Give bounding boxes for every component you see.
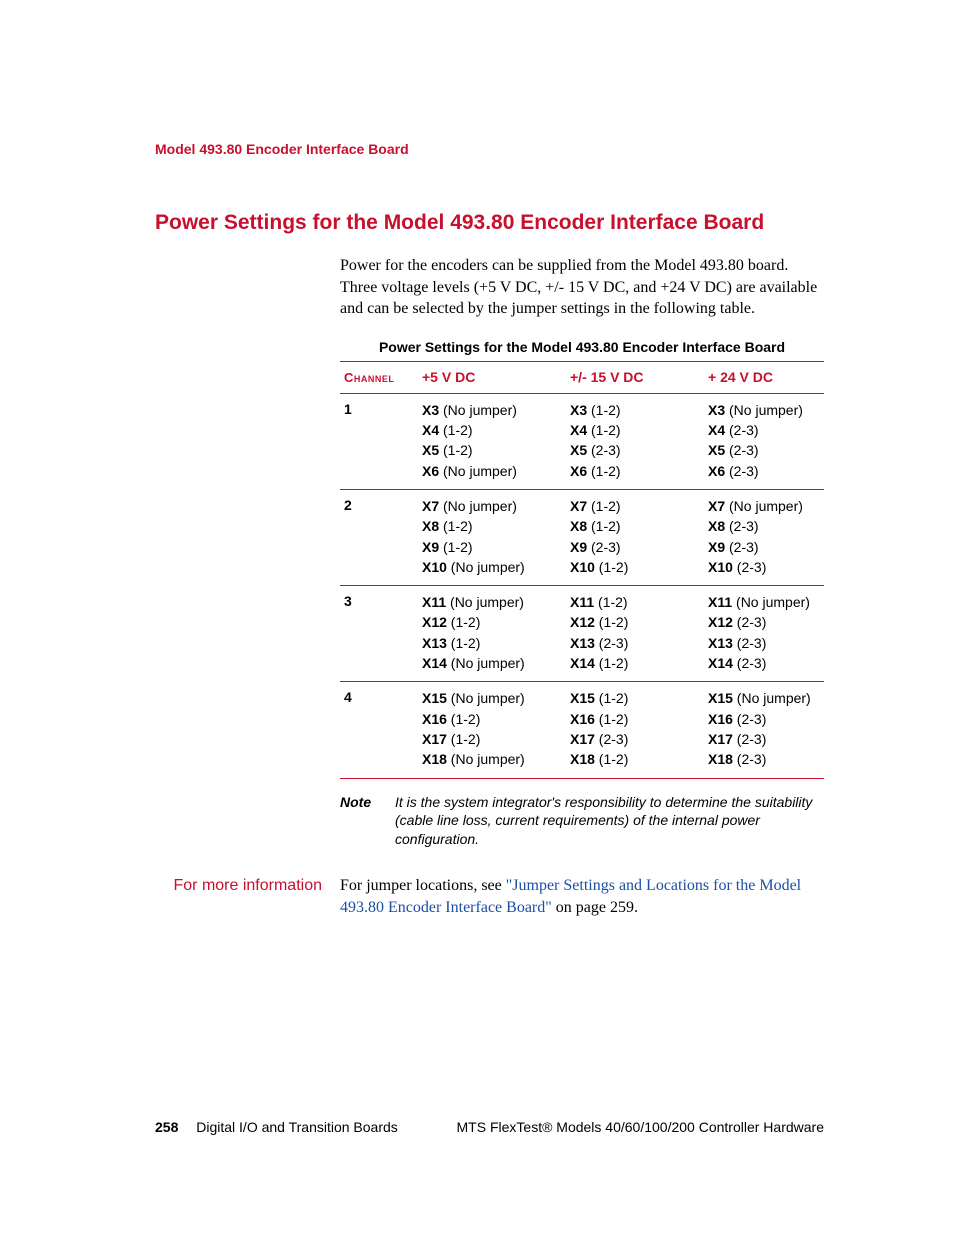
info-prefix: For jumper locations, see <box>340 877 506 894</box>
channel-cell: 2 <box>340 489 418 585</box>
settings-cell: X11 (No jumper)X12 (1-2)X13 (1-2)X14 (No… <box>418 586 566 682</box>
table-caption: Power Settings for the Model 493.80 Enco… <box>340 338 824 357</box>
jumper-setting: X12 (1-2) <box>422 612 562 632</box>
settings-cell: X15 (No jumper)X16 (2-3)X17 (2-3)X18 (2-… <box>704 682 824 778</box>
section-heading: Power Settings for the Model 493.80 Enco… <box>155 209 824 237</box>
table-row: 4X15 (No jumper)X16 (1-2)X17 (1-2)X18 (N… <box>340 682 824 778</box>
settings-cell: X3 (No jumper)X4 (1-2)X5 (1-2)X6 (No jum… <box>418 393 566 489</box>
jumper-setting: X17 (2-3) <box>708 729 820 749</box>
jumper-setting: X6 (No jumper) <box>422 461 562 481</box>
footer-section: Digital I/O and Transition Boards <box>196 1119 398 1135</box>
jumper-setting: X18 (2-3) <box>708 749 820 769</box>
info-suffix: on page 259. <box>552 899 638 916</box>
jumper-setting: X8 (1-2) <box>570 516 700 536</box>
table-header-row: Channel +5 V DC +/- 15 V DC + 24 V DC <box>340 361 824 393</box>
jumper-setting: X8 (2-3) <box>708 516 820 536</box>
jumper-setting: X9 (2-3) <box>570 537 700 557</box>
page-footer: 258 Digital I/O and Transition Boards MT… <box>155 1118 824 1137</box>
jumper-setting: X18 (1-2) <box>570 749 700 769</box>
jumper-setting: X10 (2-3) <box>708 557 820 577</box>
jumper-setting: X9 (1-2) <box>422 537 562 557</box>
jumper-setting: X10 (1-2) <box>570 557 700 577</box>
jumper-setting: X9 (2-3) <box>708 537 820 557</box>
jumper-setting: X15 (No jumper) <box>422 688 562 708</box>
for-more-information: For more information For jumper location… <box>155 875 824 918</box>
settings-cell: X7 (No jumper)X8 (2-3)X9 (2-3)X10 (2-3) <box>704 489 824 585</box>
running-head: Model 493.80 Encoder Interface Board <box>155 140 824 159</box>
jumper-setting: X7 (1-2) <box>570 496 700 516</box>
document-page: Model 493.80 Encoder Interface Board Pow… <box>0 0 954 1235</box>
jumper-setting: X11 (No jumper) <box>422 592 562 612</box>
col-header-24v: + 24 V DC <box>704 361 824 393</box>
col-header-channel: Channel <box>340 361 418 393</box>
settings-cell: X7 (No jumper)X8 (1-2)X9 (1-2)X10 (No ju… <box>418 489 566 585</box>
intro-paragraph: Power for the encoders can be supplied f… <box>340 255 824 320</box>
settings-cell: X15 (1-2)X16 (1-2)X17 (2-3)X18 (1-2) <box>566 682 704 778</box>
table-row: 1X3 (No jumper)X4 (1-2)X5 (1-2)X6 (No ju… <box>340 393 824 489</box>
jumper-setting: X4 (1-2) <box>570 420 700 440</box>
settings-cell: X3 (1-2)X4 (1-2)X5 (2-3)X6 (1-2) <box>566 393 704 489</box>
jumper-setting: X14 (2-3) <box>708 653 820 673</box>
jumper-setting: X6 (1-2) <box>570 461 700 481</box>
settings-cell: X11 (1-2)X12 (1-2)X13 (2-3)X14 (1-2) <box>566 586 704 682</box>
settings-cell: X7 (1-2)X8 (1-2)X9 (2-3)X10 (1-2) <box>566 489 704 585</box>
info-label: For more information <box>155 875 340 918</box>
jumper-setting: X16 (1-2) <box>422 709 562 729</box>
jumper-setting: X12 (1-2) <box>570 612 700 632</box>
note-block: Note It is the system integrator's respo… <box>340 793 824 850</box>
jumper-setting: X10 (No jumper) <box>422 557 562 577</box>
footer-doc-title: MTS FlexTest® Models 40/60/100/200 Contr… <box>457 1118 824 1137</box>
note-text: It is the system integrator's responsibi… <box>395 793 824 850</box>
col-header-5v: +5 V DC <box>418 361 566 393</box>
jumper-setting: X7 (No jumper) <box>708 496 820 516</box>
table-row: 3X11 (No jumper)X12 (1-2)X13 (1-2)X14 (N… <box>340 586 824 682</box>
jumper-setting: X15 (1-2) <box>570 688 700 708</box>
jumper-setting: X5 (1-2) <box>422 440 562 460</box>
jumper-setting: X13 (2-3) <box>570 633 700 653</box>
jumper-setting: X3 (1-2) <box>570 400 700 420</box>
power-settings-table: Channel +5 V DC +/- 15 V DC + 24 V DC 1X… <box>340 361 824 779</box>
jumper-setting: X14 (No jumper) <box>422 653 562 673</box>
jumper-setting: X12 (2-3) <box>708 612 820 632</box>
jumper-setting: X13 (2-3) <box>708 633 820 653</box>
settings-cell: X11 (No jumper)X12 (2-3)X13 (2-3)X14 (2-… <box>704 586 824 682</box>
jumper-setting: X4 (2-3) <box>708 420 820 440</box>
jumper-setting: X8 (1-2) <box>422 516 562 536</box>
settings-cell: X3 (No jumper)X4 (2-3)X5 (2-3)X6 (2-3) <box>704 393 824 489</box>
col-header-15v: +/- 15 V DC <box>566 361 704 393</box>
body-block: Power for the encoders can be supplied f… <box>340 255 824 849</box>
jumper-setting: X17 (2-3) <box>570 729 700 749</box>
jumper-setting: X15 (No jumper) <box>708 688 820 708</box>
page-number: 258 <box>155 1119 178 1135</box>
jumper-setting: X3 (No jumper) <box>422 400 562 420</box>
jumper-setting: X11 (No jumper) <box>708 592 820 612</box>
info-body: For jumper locations, see "Jumper Settin… <box>340 875 824 918</box>
jumper-setting: X6 (2-3) <box>708 461 820 481</box>
channel-cell: 3 <box>340 586 418 682</box>
jumper-setting: X7 (No jumper) <box>422 496 562 516</box>
jumper-setting: X18 (No jumper) <box>422 749 562 769</box>
jumper-setting: X14 (1-2) <box>570 653 700 673</box>
jumper-setting: X13 (1-2) <box>422 633 562 653</box>
jumper-setting: X16 (2-3) <box>708 709 820 729</box>
jumper-setting: X4 (1-2) <box>422 420 562 440</box>
channel-cell: 4 <box>340 682 418 778</box>
jumper-setting: X5 (2-3) <box>570 440 700 460</box>
settings-cell: X15 (No jumper)X16 (1-2)X17 (1-2)X18 (No… <box>418 682 566 778</box>
jumper-setting: X17 (1-2) <box>422 729 562 749</box>
jumper-setting: X3 (No jumper) <box>708 400 820 420</box>
note-label: Note <box>340 793 395 850</box>
jumper-setting: X11 (1-2) <box>570 592 700 612</box>
table-row: 2X7 (No jumper)X8 (1-2)X9 (1-2)X10 (No j… <box>340 489 824 585</box>
channel-cell: 1 <box>340 393 418 489</box>
footer-left: 258 Digital I/O and Transition Boards <box>155 1118 398 1137</box>
jumper-setting: X5 (2-3) <box>708 440 820 460</box>
jumper-setting: X16 (1-2) <box>570 709 700 729</box>
